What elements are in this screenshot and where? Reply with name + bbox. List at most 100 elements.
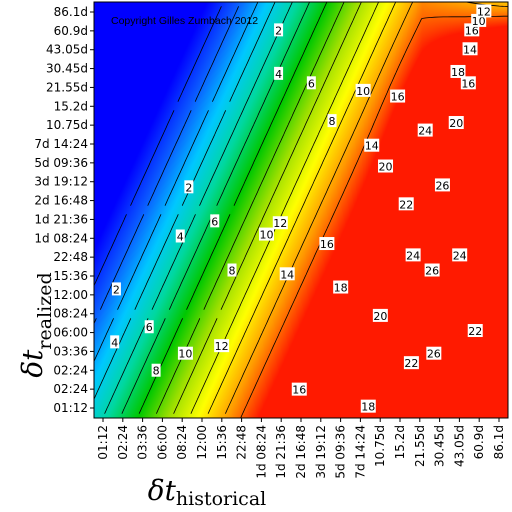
x-tick-label: 06:00: [155, 425, 169, 460]
copyright-text: Copyright Gilles Zumbach 2012: [111, 15, 258, 27]
contour-label-bg: [319, 237, 335, 251]
x-tick-label: 86.1d: [492, 425, 506, 459]
contour-line-26: [240, 15, 508, 418]
contour-label: 26: [435, 179, 449, 192]
x-axis-subscript: historical: [176, 488, 266, 510]
x-tick-label: 02:24: [116, 425, 130, 460]
contour-label: 8: [229, 265, 236, 278]
x-axis-title: δthistorical: [148, 474, 266, 510]
contour-label: 4: [177, 230, 184, 243]
x-tick-label: 60.9d: [472, 425, 486, 459]
contour-label-bg: [259, 227, 274, 241]
contour-label: 12: [477, 5, 491, 18]
contour-label-bg: [333, 280, 349, 294]
contour-label-bg: [177, 346, 193, 360]
y-tick-label: 01:12: [53, 401, 88, 415]
y-tick-label: 10.75d: [46, 118, 88, 132]
contour-label: 18: [451, 66, 465, 79]
y-tick-label: 15:36: [53, 269, 88, 283]
contour-label-bg: [327, 114, 337, 128]
contour-label: 16: [292, 384, 306, 397]
contour-label: 6: [146, 321, 153, 334]
y-tick-label: 3d 19:12: [34, 175, 88, 189]
contour-label-bg: [274, 66, 284, 80]
contour-label-bg: [403, 356, 419, 370]
y-tick-label: 02:24: [53, 382, 88, 396]
x-tick-label: 30.45d: [433, 425, 447, 467]
contour-label-bg: [364, 138, 380, 152]
x-tick-label: 15:36: [215, 425, 229, 460]
y-tick-label: 2d 16:48: [34, 194, 88, 208]
x-tick-label: 43.05d: [452, 425, 466, 467]
contour-label-bg: [355, 83, 371, 97]
contour-label: 10: [356, 85, 370, 98]
contour-label-bg: [291, 382, 307, 396]
contour-labels: 2224446668881010101212141416161618181820…: [110, 4, 492, 414]
y-axis-ticks: 01:12 02:24 02:24 03:36 06:00 08:24 12:00 15:36…: [34, 5, 94, 415]
y-axis-symbol: δt: [16, 349, 49, 378]
contour-label: 14: [365, 140, 379, 153]
y-tick-label: 43.05d: [46, 43, 88, 57]
y-axis-subscript: realized: [34, 272, 56, 349]
contour-label: 14: [463, 43, 477, 56]
y-tick-label: 30.45d: [46, 62, 88, 76]
contour-label-bg: [184, 180, 194, 194]
y-tick-label: 1d 08:24: [34, 231, 88, 245]
y-tick-label: 1d 21:36: [34, 212, 88, 226]
contour-label-bg: [450, 64, 466, 78]
contour-line-20: [190, 2, 379, 414]
contour-label: 12: [215, 340, 229, 353]
contour-line-18: [173, 2, 362, 414]
contour-lines: [94, 2, 508, 418]
y-tick-label: 06:00: [53, 326, 88, 340]
contour-label: 10: [472, 15, 486, 28]
x-tick-label: 1d 08:24: [254, 425, 268, 479]
contour-label: 24: [453, 249, 467, 262]
contour-label-bg: [360, 399, 376, 413]
y-tick-label: 02:24: [53, 363, 88, 377]
contour-label-bg: [151, 363, 161, 377]
contour-label-bg: [462, 42, 478, 56]
contour-label: 22: [404, 357, 418, 370]
contour-label: 26: [427, 348, 441, 361]
contour-label-bg: [175, 229, 185, 243]
y-tick-label: 86.1d: [54, 5, 88, 19]
x-tick-label: 1d 21:36: [274, 425, 288, 479]
y-tick-label: 60.9d: [54, 24, 88, 38]
contour-label-bg: [279, 267, 295, 281]
contour-label-bg: [434, 178, 450, 192]
contour-label-bg: [417, 123, 433, 137]
contour-label-bg: [452, 248, 468, 262]
contour-line-12: [121, 2, 310, 414]
x-axis-symbol: δt: [148, 474, 177, 507]
contour-label-bg: [274, 23, 284, 37]
contour-label: 8: [153, 365, 160, 378]
contour-label-bg: [476, 4, 492, 18]
contour-label: 16: [391, 91, 405, 104]
contour-label: 8: [329, 115, 336, 128]
contour-label: 4: [275, 68, 282, 81]
x-tick-label: 12:00: [195, 425, 209, 460]
contour-label: 16: [461, 77, 475, 90]
x-tick-label: 3d 19:12: [314, 425, 328, 479]
y-tick-label: 22:48: [53, 250, 88, 264]
contour-label-bg: [144, 320, 154, 334]
x-tick-label: 08:24: [175, 425, 189, 460]
contour-label-bg: [214, 339, 230, 353]
contour-label: 18: [334, 282, 348, 295]
y-tick-label: 5d 09:36: [34, 156, 88, 170]
y-tick-label: 21.55d: [46, 80, 88, 94]
contour-label: 16: [465, 24, 479, 37]
contour-label: 4: [111, 336, 118, 349]
contour-line-16: [156, 2, 345, 414]
contour-label-bg: [405, 248, 421, 262]
contour-label: 2: [113, 283, 120, 296]
x-tick-label: 2d 16:48: [294, 425, 308, 479]
contour-label: 24: [406, 249, 420, 262]
contour-label: 22: [399, 198, 413, 211]
contour-label: 10: [260, 229, 274, 242]
x-tick-label: 7d 14:24: [353, 425, 367, 479]
contour-line-8: [94, 2, 276, 400]
contour-label: 16: [320, 238, 334, 251]
